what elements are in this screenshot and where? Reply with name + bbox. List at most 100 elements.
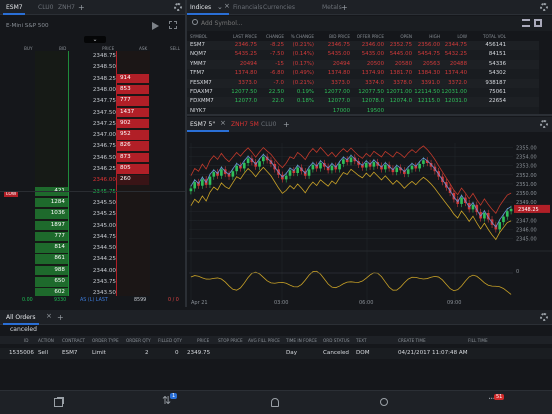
- chevron-down-icon[interactable]: ⌄: [217, 3, 223, 11]
- ask-size[interactable]: 873: [117, 152, 149, 163]
- ladder-row[interactable]: 2348.25 914: [0, 73, 185, 84]
- bid-size[interactable]: 1284: [35, 197, 68, 208]
- market-row[interactable]: FESXM7 3373.0 -7.0 (0.21%) 3373.0 3374.0 3378.…: [187, 78, 539, 88]
- tab-currencies[interactable]: Currencies: [263, 4, 295, 11]
- collapse-chevron-icon[interactable]: ⌄: [84, 36, 106, 43]
- bid-size[interactable]: 650: [35, 277, 68, 287]
- close-icon[interactable]: ×: [220, 119, 226, 127]
- bid-size[interactable]: 814: [35, 243, 68, 253]
- tab-metals[interactable]: Metals: [322, 4, 342, 11]
- ladder-row[interactable]: 602 2343.50: [0, 288, 185, 298]
- orders-col-header[interactable]: ACTION: [38, 338, 54, 343]
- tab-esm7[interactable]: ESM7: [6, 4, 23, 11]
- ladder-row[interactable]: 2348.50: [0, 62, 185, 72]
- ask-size[interactable]: 853: [117, 84, 149, 95]
- close-icon[interactable]: ×: [224, 2, 230, 10]
- gear-icon[interactable]: [540, 120, 548, 128]
- bid-size[interactable]: 988: [35, 265, 68, 276]
- orders-col-header[interactable]: AVG FILL PRICE: [248, 338, 280, 343]
- market-col-header[interactable]: SYMBOL: [190, 34, 208, 39]
- ask-size[interactable]: 902: [117, 118, 149, 129]
- ladder-row[interactable]: 2347.50 1437: [0, 107, 185, 118]
- tab-all-orders[interactable]: All Orders: [6, 314, 36, 321]
- orders-col-header[interactable]: ORDER QTY: [126, 338, 151, 343]
- add-tab-button[interactable]: +: [57, 313, 64, 322]
- orders-col-header[interactable]: TEXT: [356, 338, 367, 343]
- orders-col-header[interactable]: CREATE TIME: [398, 338, 426, 343]
- ask-size[interactable]: 260: [117, 175, 149, 185]
- bid-size[interactable]: 1036: [35, 209, 68, 219]
- ladder-row[interactable]: 2348.75: [0, 51, 185, 61]
- orders-col-header[interactable]: TIME IN FORCE: [286, 338, 318, 343]
- market-row[interactable]: FDXMM7 12077.0 22.0 0.18% 12077.0 12078.0 1207…: [187, 97, 539, 107]
- ladder-row[interactable]: 2347.25 902: [0, 118, 185, 129]
- gear-icon[interactable]: [540, 3, 548, 11]
- orders-col-header[interactable]: CONTRACT: [62, 338, 85, 343]
- bell-icon[interactable]: [271, 398, 279, 407]
- market-col-header[interactable]: CHANGE: [266, 34, 284, 39]
- gear-icon[interactable]: [540, 313, 548, 321]
- orders-col-header[interactable]: STOP PRICE: [218, 338, 243, 343]
- ladder-row[interactable]: 2346.25 805: [0, 164, 185, 174]
- bid-size[interactable]: 1897: [35, 220, 68, 230]
- windows-icon[interactable]: [54, 398, 63, 407]
- market-row[interactable]: NQM7 5435.25 -7.50 (0.14%) 5435.00 5435.00 544…: [187, 50, 539, 60]
- market-row[interactable]: YMM7 20494 -15 (0.17%) 20494 20500 20580 20563 2…: [187, 59, 539, 70]
- market-row[interactable]: TFM7 1374.80 -6.80 (0.49%) 1374.80 1374.90 138…: [187, 69, 539, 79]
- tab-chart-znh7[interactable]: ZNH7 5M: [231, 121, 259, 128]
- ask-size[interactable]: 805: [117, 164, 149, 174]
- orders-col-header[interactable]: ID: [24, 338, 29, 343]
- order-type-icon[interactable]: [152, 22, 159, 30]
- orders-col-header[interactable]: ORD STATUS: [323, 338, 350, 343]
- orders-arrows-icon[interactable]: ⇅: [162, 394, 172, 407]
- gear-icon[interactable]: [174, 3, 182, 11]
- ladder-row[interactable]: 988 2344.00: [0, 265, 185, 276]
- ladder-row[interactable]: 1897 2345.00: [0, 220, 185, 231]
- add-tab-button[interactable]: +: [78, 3, 85, 12]
- add-tab-button[interactable]: +: [283, 120, 290, 129]
- market-col-header[interactable]: % CHANGE: [290, 34, 314, 39]
- market-col-header[interactable]: BID PRICE: [329, 34, 350, 39]
- list-view-icon[interactable]: [522, 19, 530, 27]
- tab-chart-esm7[interactable]: ESM7 5": [190, 121, 216, 128]
- market-col-header[interactable]: LAST PRICE: [232, 34, 257, 39]
- ladder-row[interactable]: 861 2344.25: [0, 254, 185, 264]
- tab-indices[interactable]: Indices: [190, 4, 212, 11]
- ladder-row[interactable]: 650 2343.75: [0, 277, 185, 287]
- ladder-row[interactable]: 1284 2345.50: [0, 197, 185, 208]
- market-row[interactable]: FDAXM7 12077.50 22.50 0.19% 12077.00 12077.50…: [187, 88, 539, 98]
- ladder-row[interactable]: 2346.50 873: [0, 152, 185, 163]
- more-icon[interactable]: ···: [488, 394, 495, 405]
- market-col-header[interactable]: LOW: [457, 34, 467, 39]
- orders-col-header[interactable]: FILLED QTY: [158, 338, 182, 343]
- ask-size[interactable]: 777: [117, 96, 149, 106]
- search-icon[interactable]: [380, 398, 388, 406]
- tab-znh7[interactable]: ZNH7: [58, 4, 75, 11]
- ask-size[interactable]: 914: [117, 73, 149, 84]
- orders-col-header[interactable]: ORDER TYPE: [92, 338, 119, 343]
- orders-col-header[interactable]: PRICE: [197, 338, 210, 343]
- ladder-row[interactable]: 777 2344.75: [0, 231, 185, 242]
- market-row[interactable]: NIYK7 17000 19500: [187, 106, 539, 117]
- price-chart[interactable]: 2355.00 2354.00 2353.00 2352.00 2351.00 2350.…: [187, 133, 552, 307]
- bid-size[interactable]: 861: [35, 254, 68, 264]
- search-input[interactable]: [201, 18, 501, 29]
- tab-chart-clu0[interactable]: CLU0: [261, 121, 277, 128]
- market-col-header[interactable]: OPEN: [400, 34, 412, 39]
- orders-col-header[interactable]: FILL TIME: [468, 338, 488, 343]
- ladder-row[interactable]: 1036 2345.25: [0, 209, 185, 219]
- bid-size[interactable]: 777: [35, 231, 68, 242]
- market-col-header[interactable]: HIGH: [429, 34, 440, 39]
- ask-size[interactable]: 1437: [117, 107, 149, 117]
- tab-financials[interactable]: Financials: [233, 4, 263, 11]
- ladder-row[interactable]: 2347.75 777: [0, 96, 185, 106]
- ask-size[interactable]: 952: [117, 130, 149, 140]
- ladder-row[interactable]: 2347.00 952: [0, 130, 185, 140]
- add-tab-button[interactable]: +: [341, 3, 348, 12]
- market-row[interactable]: ESM7 2346.75 -8.25 (0.21%) 2346.75 2346.00 235…: [187, 41, 539, 51]
- bid-size[interactable]: 602: [35, 288, 68, 298]
- expand-icon[interactable]: [169, 21, 177, 29]
- ladder-row[interactable]: 2348.00 853: [0, 84, 185, 95]
- close-icon[interactable]: ×: [46, 312, 52, 320]
- orders-filter[interactable]: canceled: [10, 326, 37, 333]
